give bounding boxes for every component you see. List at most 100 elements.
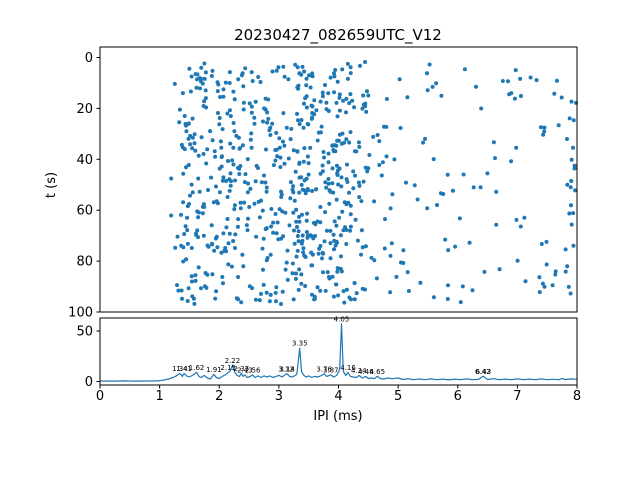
scatter-point — [175, 234, 180, 239]
scatter-point — [249, 70, 254, 75]
scatter-point — [201, 152, 206, 156]
scatter-point — [331, 294, 336, 299]
scatter-point — [345, 76, 350, 81]
scatter-point — [537, 290, 542, 295]
peak-annotation: 4.34 — [351, 367, 367, 375]
scatter-point — [354, 149, 359, 154]
peak-annotation: 3.14 — [279, 365, 295, 373]
scatter-point — [280, 209, 285, 214]
scatter-point — [369, 255, 374, 260]
scatter-point — [330, 143, 335, 148]
scatter-point — [372, 258, 377, 263]
scatter-point — [450, 188, 455, 193]
scatter-point — [259, 180, 264, 185]
scatter-point — [569, 157, 574, 162]
scatter-point — [384, 124, 389, 129]
scatter-point — [563, 247, 568, 252]
scatter-point — [227, 108, 232, 113]
scatter-point — [277, 145, 282, 150]
scatter-point — [462, 67, 467, 72]
scatter-point — [326, 181, 331, 186]
scatter-point — [330, 166, 335, 171]
scatter-point — [491, 140, 496, 145]
scatter-point — [282, 74, 287, 79]
scatter-point — [566, 284, 571, 289]
scatter-point — [341, 98, 346, 103]
scatter-point — [300, 64, 305, 69]
scatter-point — [284, 260, 289, 265]
scatter-point — [388, 290, 393, 295]
scatter-point — [286, 77, 291, 82]
scatter-point — [192, 141, 197, 146]
scatter-point — [282, 161, 287, 166]
scatter-point — [320, 163, 325, 168]
scatter-point — [322, 239, 327, 244]
scatter-point — [252, 121, 257, 126]
scatter-point — [328, 241, 333, 246]
scatter-point — [326, 91, 331, 96]
x-tick-label: 3 — [275, 389, 283, 404]
scatter-point — [285, 277, 290, 282]
scatter-point — [397, 77, 402, 82]
scatter-point — [213, 296, 218, 301]
scatter-point — [334, 143, 339, 148]
scatter-point — [304, 83, 309, 88]
scatter-point — [182, 147, 187, 152]
scatter-point — [363, 60, 368, 64]
scatter-point — [241, 264, 246, 269]
scatter-point — [232, 207, 237, 212]
scatter-point — [179, 288, 184, 293]
scatter-point — [308, 145, 313, 150]
scatter-point — [268, 125, 273, 130]
scatter-point — [273, 158, 278, 163]
scatter-point — [224, 179, 229, 183]
scatter-point — [201, 104, 206, 108]
scatter-point — [260, 208, 265, 213]
scatter-point — [320, 250, 325, 255]
scatter-point — [217, 116, 222, 120]
scatter-point — [227, 231, 232, 236]
scatter-point — [188, 89, 193, 94]
scatter-point — [277, 136, 282, 141]
scatter-point — [342, 140, 347, 145]
scatter-point — [323, 83, 327, 87]
scatter-point — [384, 154, 389, 159]
scatter-point — [359, 228, 364, 233]
scatter-point — [457, 216, 462, 221]
x-tick-label: 6 — [454, 389, 462, 404]
scatter-point — [219, 145, 224, 150]
scatter-point — [233, 232, 238, 237]
scatter-point — [350, 98, 355, 103]
scatter-point — [181, 200, 186, 205]
scatter-point — [303, 96, 308, 101]
scatter-point — [231, 162, 236, 167]
scatter-point — [252, 115, 257, 120]
scatter-point — [206, 188, 210, 192]
scatter-point — [186, 121, 191, 126]
y-tick-label: 80 — [76, 255, 93, 270]
scatter-point — [175, 283, 179, 288]
scatter-point — [542, 284, 547, 289]
scatter-point — [219, 164, 224, 169]
scatter-point — [425, 88, 430, 93]
scatter-point — [467, 240, 472, 245]
scatter-point — [237, 146, 242, 151]
x-tick-label: 4 — [334, 389, 342, 404]
scatter-point — [554, 78, 559, 83]
scatter-point — [214, 184, 218, 189]
scatter-point — [307, 73, 311, 78]
scatter-point — [339, 269, 344, 274]
scatter-point — [559, 95, 564, 100]
scatter-point — [334, 239, 339, 244]
scatter-point — [190, 116, 195, 121]
scatter-point — [292, 241, 297, 246]
scatter-point — [275, 220, 280, 225]
scatter-point — [519, 94, 523, 98]
scatter-point — [224, 225, 229, 230]
scatter-point — [406, 289, 411, 293]
scatter-point — [310, 74, 315, 79]
scatter-point — [185, 299, 190, 303]
scatter-point — [264, 290, 269, 295]
scatter-point — [338, 233, 343, 238]
scatter-point — [288, 137, 293, 142]
